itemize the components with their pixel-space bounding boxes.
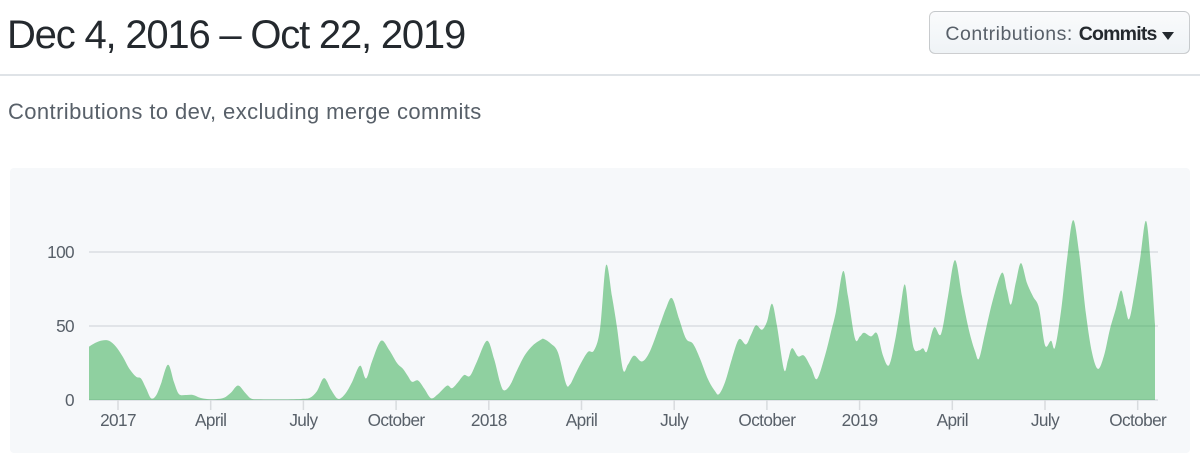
svg-text:July: July: [1031, 410, 1060, 430]
svg-text:April: April: [195, 410, 226, 430]
svg-text:50: 50: [56, 316, 74, 336]
svg-text:100: 100: [47, 242, 74, 262]
svg-text:2019: 2019: [842, 410, 878, 430]
svg-text:April: April: [566, 410, 597, 430]
svg-text:0: 0: [65, 390, 74, 410]
svg-text:July: July: [289, 410, 318, 430]
svg-text:2018: 2018: [471, 410, 507, 430]
svg-text:April: April: [937, 410, 968, 430]
svg-text:October: October: [1109, 410, 1167, 430]
svg-text:October: October: [738, 410, 796, 430]
svg-text:October: October: [368, 410, 426, 430]
svg-text:2017: 2017: [100, 410, 136, 430]
svg-text:July: July: [660, 410, 689, 430]
